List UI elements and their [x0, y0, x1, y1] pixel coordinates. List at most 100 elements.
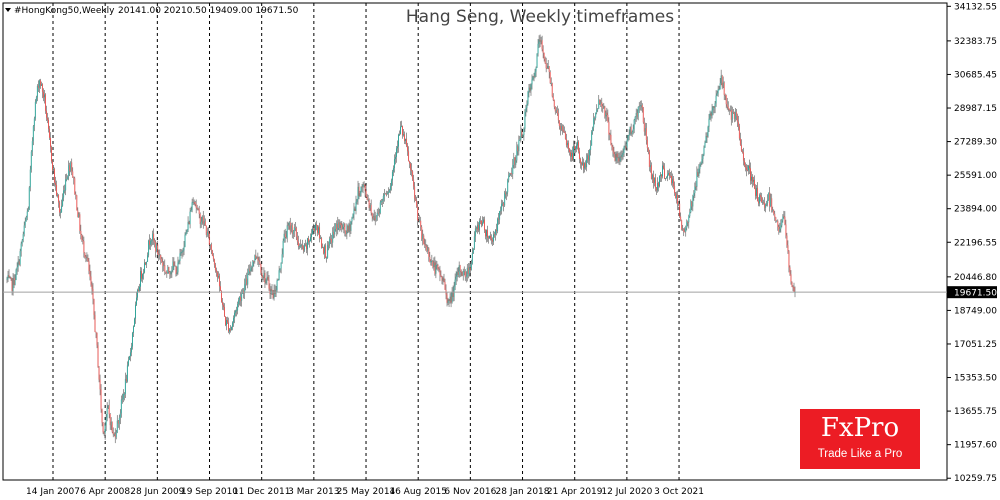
candle-body: [277, 279, 279, 281]
candle-body: [252, 261, 254, 267]
candle-body: [349, 224, 351, 231]
candle-body: [418, 220, 420, 222]
candle-body: [644, 128, 646, 132]
candle-body: [375, 216, 377, 221]
candle-body: [179, 253, 181, 261]
candle-body: [494, 234, 496, 236]
candle-body: [200, 221, 202, 225]
candle-body: [495, 230, 497, 235]
candle-body: [99, 379, 101, 390]
candle-body: [121, 398, 123, 400]
candle-body: [124, 378, 126, 394]
candle-body: [103, 432, 105, 434]
candle-body: [656, 183, 658, 191]
candle-body: [490, 235, 491, 239]
candle-body: [676, 194, 678, 199]
candle-body: [383, 193, 385, 197]
candle-body: [594, 117, 596, 119]
candle-body: [447, 299, 449, 303]
candle-body: [781, 220, 783, 226]
candle-body: [597, 108, 599, 110]
candle-body: [249, 269, 251, 272]
candle-body: [510, 173, 512, 175]
candle-body: [142, 274, 143, 279]
candle-body: [649, 165, 651, 167]
candle-body: [96, 332, 98, 346]
candle-body: [284, 233, 286, 237]
candle-body: [67, 176, 69, 180]
candle-body: [92, 289, 94, 299]
candle-body: [61, 205, 63, 213]
candle-body: [153, 233, 155, 241]
candle-body: [426, 246, 428, 252]
candle-body: [540, 40, 542, 42]
candle-body: [498, 218, 500, 220]
candle-body: [670, 175, 672, 177]
candle-body: [286, 225, 288, 239]
candle-body: [735, 111, 737, 116]
candle-body: [207, 231, 209, 234]
candle-body: [253, 261, 255, 262]
candle-body: [448, 299, 450, 302]
candle-body: [727, 106, 729, 109]
candle-body: [272, 290, 274, 299]
candle-body: [301, 245, 303, 247]
candle-body: [466, 267, 468, 277]
candle-body: [180, 252, 182, 254]
candle-body: [626, 140, 628, 148]
candle-body: [496, 230, 498, 232]
candle-body: [560, 126, 562, 130]
symbol-dropdown-icon[interactable]: [5, 8, 11, 12]
candle-body: [528, 87, 530, 92]
candle-body: [474, 228, 476, 237]
candle-body: [550, 83, 552, 84]
candle-body: [654, 177, 656, 188]
candle-body: [542, 49, 544, 53]
candle-body: [127, 359, 129, 366]
candle-body: [591, 131, 593, 146]
candle-body: [84, 252, 86, 257]
candle-body: [209, 244, 211, 246]
candle-body: [429, 256, 431, 263]
candle-body: [12, 278, 14, 291]
candle-body: [714, 103, 716, 108]
candle-body: [100, 389, 102, 410]
candle-body: [338, 222, 340, 228]
candle-body: [725, 95, 727, 105]
candle-body: [613, 151, 615, 155]
candle-body: [287, 225, 289, 227]
candle-body: [23, 225, 25, 235]
candle-body: [624, 145, 626, 147]
candle-body: [635, 113, 637, 117]
candle-body: [164, 265, 166, 272]
candle-body: [395, 148, 397, 157]
candle-body: [455, 276, 457, 280]
candle-body: [673, 178, 675, 187]
candle-body: [389, 186, 391, 191]
candle-body: [606, 112, 608, 115]
candle-body: [72, 171, 74, 178]
plot-area: [2, 2, 948, 481]
candle-body: [712, 106, 714, 111]
candle-body: [711, 110, 713, 116]
candle-body: [80, 230, 82, 235]
candle-body: [169, 271, 171, 275]
candle-body: [303, 244, 305, 251]
candle-body: [773, 210, 775, 214]
candle-body: [451, 291, 453, 303]
candle-body: [568, 148, 570, 153]
candle-body: [538, 39, 540, 44]
candle-body: [726, 104, 728, 107]
candle-body: [473, 236, 475, 249]
candle-body: [266, 276, 268, 280]
candle-body: [545, 63, 547, 69]
candle-body: [28, 187, 30, 210]
candle-body: [276, 280, 278, 290]
candle-body: [83, 241, 85, 253]
candle-body: [480, 220, 482, 225]
candle-body: [199, 213, 201, 225]
candle-body: [449, 296, 451, 302]
candle-body: [118, 417, 120, 424]
candle-body: [322, 247, 324, 248]
